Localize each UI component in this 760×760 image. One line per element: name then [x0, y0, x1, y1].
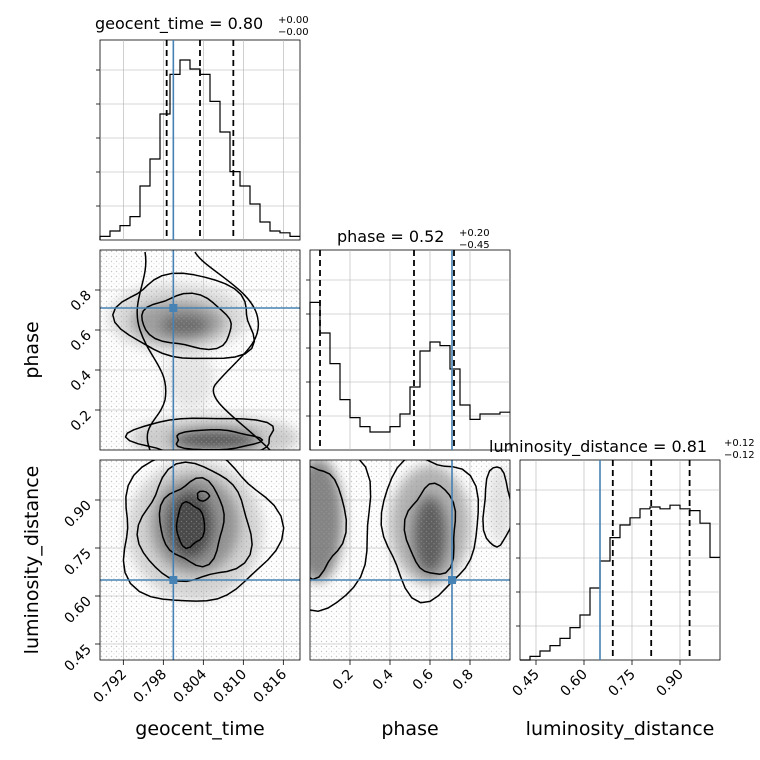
title-geocent-time-minus: −0.00: [278, 27, 309, 38]
y-tick-label-phase: 0.2: [68, 408, 95, 435]
contour-line: [124, 417, 275, 450]
panel-frame: [519, 459, 721, 661]
panel-content: [100, 250, 300, 450]
y-tick-label-luminosity_distance: 0.90: [61, 498, 94, 531]
x-tick-label-geocent_time: 0.792: [90, 667, 130, 707]
panel-frame: [99, 459, 301, 661]
contour-line: [196, 490, 211, 502]
panel-frame: [309, 459, 511, 661]
panel-luminosity_distance-vs-geocent_time: [99, 459, 301, 661]
title-luminosity-distance-minus: −0.12: [724, 450, 755, 461]
contour-line: [310, 465, 348, 581]
x-tick-label-luminosity_distance: 0.90: [653, 667, 686, 700]
title-luminosity-distance-plus: +0.12: [724, 438, 755, 449]
xlabel-geocent-time: geocent_time: [135, 718, 264, 740]
ylabel-luminosity-distance: luminosity_distance: [21, 466, 43, 655]
contour-line: [175, 500, 206, 550]
contour-line: [136, 251, 167, 450]
title-luminosity-distance: luminosity_distance = 0.81: [489, 437, 707, 457]
x-tick-label-luminosity_distance: 0.45: [509, 667, 542, 700]
sample-points: [100, 250, 300, 450]
histogram-geocent_time: [99, 59, 300, 240]
xlabel-luminosity-distance: luminosity_distance: [526, 718, 715, 740]
x-tick-label-luminosity_distance: 0.60: [557, 667, 590, 700]
panel-frame: [99, 249, 301, 451]
panel-content: [100, 460, 300, 660]
diag-panel-luminosity_distance: [516, 459, 721, 661]
x-tick-label-phase: 0.4: [370, 666, 397, 693]
x-tick-label-geocent_time: 0.798: [130, 667, 170, 707]
histogram-luminosity_distance: [520, 504, 720, 661]
ylabel-phase: phase: [21, 321, 43, 378]
truth-marker: [448, 576, 456, 584]
y-tick-label-phase: 0.8: [68, 288, 95, 315]
sample-points: [310, 460, 510, 660]
contour-line: [194, 251, 271, 450]
title-geocent-time: geocent_time = 0.80: [95, 14, 263, 34]
y-tick-label-luminosity_distance: 0.60: [61, 594, 94, 627]
y-tick-label-phase: 0.6: [68, 327, 95, 354]
panel-luminosity_distance-vs-phase: [309, 459, 511, 661]
contour-line: [403, 482, 457, 575]
y-tick-label-phase: 0.4: [68, 367, 95, 394]
contour-line: [158, 477, 225, 568]
x-tick-label-phase: 0.8: [450, 667, 477, 694]
truth-marker: [169, 576, 178, 584]
x-tick-label-geocent_time: 0.816: [250, 666, 290, 706]
diag-panel-phase: [306, 249, 511, 451]
x-tick-label-luminosity_distance: 0.75: [605, 667, 638, 700]
truth-marker: [169, 304, 178, 312]
sample-points: [100, 460, 300, 660]
title-phase-plus: +0.20: [459, 228, 490, 239]
xlabel-phase: phase: [381, 718, 438, 740]
x-tick-label-geocent_time: 0.804: [170, 666, 210, 706]
y-tick-label-luminosity_distance: 0.45: [61, 642, 94, 675]
contour-line: [310, 460, 372, 613]
histogram-phase: [309, 301, 510, 450]
title-phase: phase = 0.52: [337, 227, 444, 246]
x-tick-label-phase: 0.2: [330, 667, 357, 694]
title-phase-minus: −0.45: [459, 240, 490, 251]
x-tick-label-phase: 0.6: [410, 666, 437, 693]
panel-content: [310, 460, 510, 660]
x-tick-label-geocent_time: 0.810: [210, 667, 250, 707]
contour-line: [122, 460, 285, 602]
y-tick-label-luminosity_distance: 0.75: [61, 546, 94, 579]
contour-line: [136, 461, 253, 583]
diag-panel-geocent_time: [96, 39, 301, 241]
contour-line: [175, 429, 264, 450]
panel-phase-vs-geocent_time: [99, 249, 301, 451]
contour-line: [141, 292, 232, 351]
title-geocent-time-plus: +0.00: [278, 15, 309, 26]
contour-line: [482, 466, 510, 548]
